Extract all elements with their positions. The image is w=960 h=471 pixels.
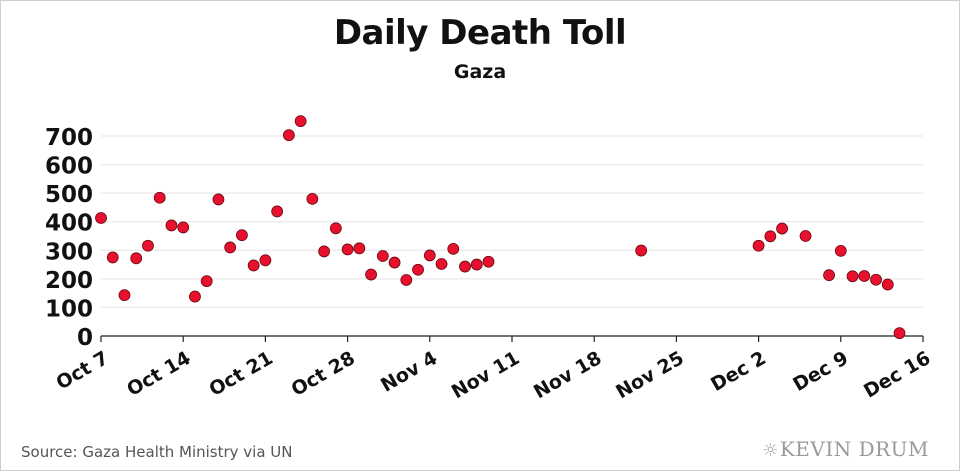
x-axis-ticks: Oct 7 Oct 14 Oct 21 Oct 28 Nov 4 Nov 11 Nov 18… — [53, 347, 935, 403]
data-point — [893, 327, 906, 340]
data-point — [106, 251, 119, 264]
data-point — [177, 221, 190, 234]
x-tick-label: Dec 9 — [789, 347, 852, 396]
x-axis — [100, 335, 924, 342]
data-point — [881, 278, 894, 291]
x-tick-label: Dec 16 — [860, 347, 934, 403]
data-point — [447, 242, 460, 255]
data-point — [846, 270, 859, 283]
data-point — [400, 274, 413, 286]
y-tick-label: 200 — [45, 268, 93, 294]
data-point — [247, 259, 260, 272]
data-point — [271, 205, 284, 218]
source-note: Source: Gaza Health Ministry via UN — [21, 443, 293, 461]
x-tick-label: Oct 21 — [205, 347, 276, 401]
data-point — [858, 270, 871, 282]
data-point — [329, 222, 342, 235]
data-point — [153, 191, 166, 204]
data-point — [294, 115, 307, 128]
data-point — [412, 263, 424, 276]
data-point — [341, 243, 354, 256]
data-point — [459, 260, 471, 273]
data-point — [799, 230, 812, 242]
data-point — [224, 241, 237, 254]
y-tick-label: 700 — [45, 125, 93, 151]
x-tick-label: Oct 14 — [123, 347, 194, 401]
x-tick-label: Dec 2 — [707, 347, 770, 396]
x-tick-label: Oct 28 — [288, 347, 359, 401]
chart-title: Daily Death Toll — [333, 13, 627, 53]
y-tick-label: 400 — [45, 211, 93, 237]
x-tick-label: Nov 4 — [377, 347, 441, 397]
data-point — [118, 289, 131, 302]
x-tick-label: Nov 25 — [612, 347, 687, 403]
data-point — [834, 244, 847, 257]
data-point — [142, 239, 154, 252]
cat-icon: ☼ — [762, 440, 779, 461]
gridlines — [101, 135, 923, 308]
x-tick-label: Oct 7 — [53, 347, 113, 394]
x-tick-label: Nov 11 — [448, 347, 523, 403]
data-point — [635, 244, 648, 257]
y-tick-label: 300 — [45, 239, 93, 265]
data-point — [318, 245, 331, 258]
x-tick-label: Nov 18 — [530, 347, 605, 403]
chart-subtitle: Gaza — [453, 61, 507, 83]
data-point — [212, 193, 225, 206]
data-point — [823, 269, 835, 282]
y-tick-label: 0 — [77, 325, 93, 351]
data-point — [435, 258, 448, 270]
y-tick-label: 100 — [45, 296, 93, 322]
data-point — [376, 250, 389, 262]
logo-text: KEVIN DRUM — [779, 437, 929, 461]
data-point — [482, 255, 495, 268]
data-point — [764, 230, 777, 243]
data-point — [130, 252, 143, 265]
data-point — [165, 219, 178, 232]
data-point — [470, 258, 483, 271]
data-point — [365, 268, 377, 281]
data-point — [776, 222, 788, 235]
data-points — [95, 115, 906, 340]
data-point — [282, 129, 295, 142]
data-point — [95, 212, 107, 224]
data-point — [752, 239, 765, 252]
y-tick-label: 600 — [45, 154, 93, 180]
data-point — [353, 242, 366, 255]
data-point — [259, 254, 272, 267]
data-point — [200, 275, 213, 288]
y-tick-label: 500 — [45, 182, 93, 208]
watermark-logo: ☼KEVIN DRUM — [762, 437, 929, 461]
data-point — [236, 229, 248, 242]
data-point — [388, 256, 401, 269]
data-point — [306, 192, 319, 205]
data-point — [189, 290, 201, 303]
data-point — [870, 273, 882, 286]
data-point — [423, 249, 436, 262]
